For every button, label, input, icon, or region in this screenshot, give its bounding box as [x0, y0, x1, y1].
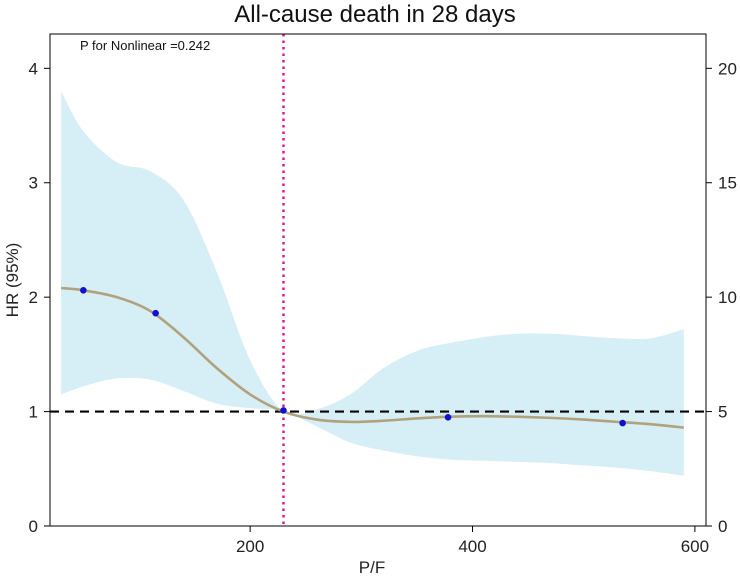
y-tick-label: 0 — [29, 517, 38, 536]
y-tick-label: 3 — [29, 174, 38, 193]
y-tick-label: 2 — [29, 288, 38, 307]
x-tick-label: 200 — [236, 537, 264, 556]
y2-tick-label: 0 — [718, 517, 727, 536]
confidence-band — [61, 91, 684, 476]
y-tick-label: 1 — [29, 403, 38, 422]
data-point-2 — [152, 309, 159, 317]
y2-tick-label: 20 — [718, 59, 737, 78]
y2-tick-label: 5 — [718, 403, 727, 422]
nonlinear-p-annotation: P for Nonlinear =0.242 — [80, 38, 210, 53]
y-axis-left: 0 1 2 3 4 — [29, 59, 50, 536]
y-axis-title: HR (95%) — [3, 243, 22, 318]
y2-tick-label: 10 — [718, 288, 737, 307]
x-tick-label: 400 — [458, 537, 486, 556]
data-point-4 — [444, 414, 452, 421]
y-tick-label: 4 — [29, 59, 38, 78]
data-point-3 — [280, 407, 287, 414]
y2-tick-label: 15 — [718, 174, 737, 193]
x-axis-title: P/F — [359, 558, 385, 577]
x-axis: 200 400 600 — [236, 526, 709, 556]
y-axis-right: 0 5 10 15 20 — [706, 59, 737, 536]
plot-frame — [49, 33, 707, 527]
x-tick-label: 600 — [681, 537, 709, 556]
plot-area — [50, 34, 706, 526]
data-point-1 — [80, 286, 87, 294]
chart-title: All-cause death in 28 days — [234, 1, 516, 28]
data-point-5 — [619, 419, 626, 427]
